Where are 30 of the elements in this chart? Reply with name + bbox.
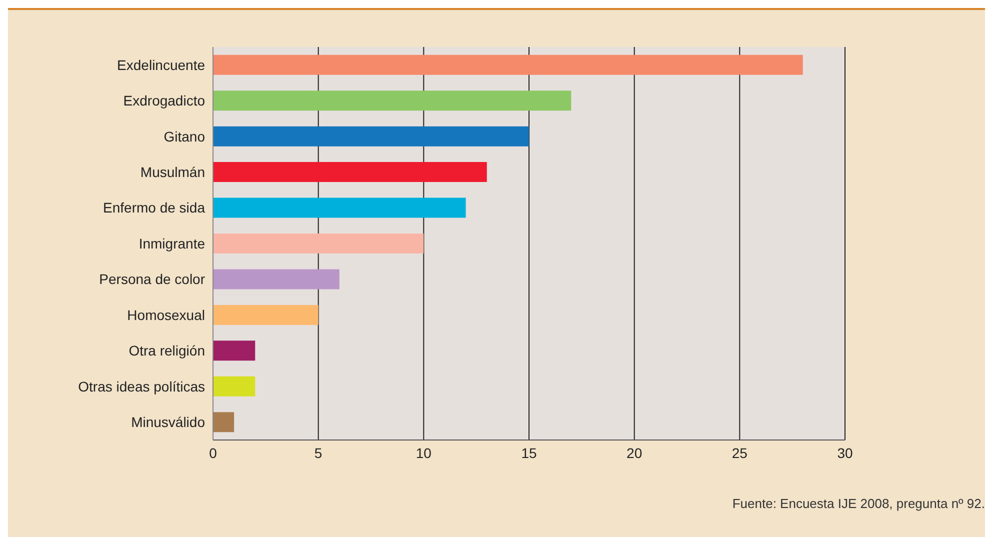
y-tick-label: Musulmán bbox=[140, 164, 205, 180]
x-tick-label: 15 bbox=[521, 444, 537, 461]
y-tick-label: Homosexual bbox=[127, 306, 205, 323]
bar bbox=[213, 304, 318, 325]
y-tick-label: Inmigrante bbox=[138, 235, 206, 252]
y-tick-label: Otras ideas políticas bbox=[78, 378, 205, 394]
y-tick-label: Persona de color bbox=[99, 271, 206, 288]
bar bbox=[213, 376, 256, 396]
bar bbox=[213, 198, 466, 218]
bar bbox=[213, 162, 487, 182]
x-tick-label: 30 bbox=[837, 444, 853, 461]
bar bbox=[213, 412, 234, 432]
x-tick-label: 0 bbox=[209, 444, 218, 461]
bar bbox=[213, 340, 256, 361]
bar bbox=[213, 54, 803, 75]
x-tick-label: 5 bbox=[314, 444, 322, 461]
x-tick-label: 25 bbox=[732, 444, 748, 461]
y-tick-label: Exdelincuente bbox=[117, 56, 206, 73]
y-tick-label: Otra religión bbox=[128, 342, 205, 359]
bar bbox=[213, 126, 529, 146]
bar bbox=[213, 269, 340, 290]
y-tick-label: Enfermo de sida bbox=[103, 200, 206, 216]
x-tick-label: 20 bbox=[626, 444, 642, 461]
x-tick-label: 10 bbox=[416, 444, 432, 461]
source-note: Fuente: Encuesta IJE 2008, pregunta nº 92. bbox=[732, 496, 985, 511]
y-tick-label: Gitano bbox=[164, 128, 206, 144]
bar bbox=[213, 90, 572, 111]
y-tick-label: Exdrogadicto bbox=[123, 92, 206, 109]
bar bbox=[213, 233, 424, 254]
y-tick-label: Minusválido bbox=[131, 414, 206, 430]
